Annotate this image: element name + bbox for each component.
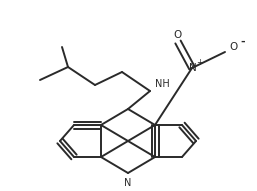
Text: N: N	[124, 178, 132, 188]
Text: NH: NH	[155, 79, 170, 89]
Text: O: O	[173, 30, 181, 40]
Text: -: -	[241, 37, 245, 47]
Text: N: N	[189, 63, 197, 73]
Text: +: +	[197, 57, 204, 66]
Text: O: O	[229, 42, 237, 52]
